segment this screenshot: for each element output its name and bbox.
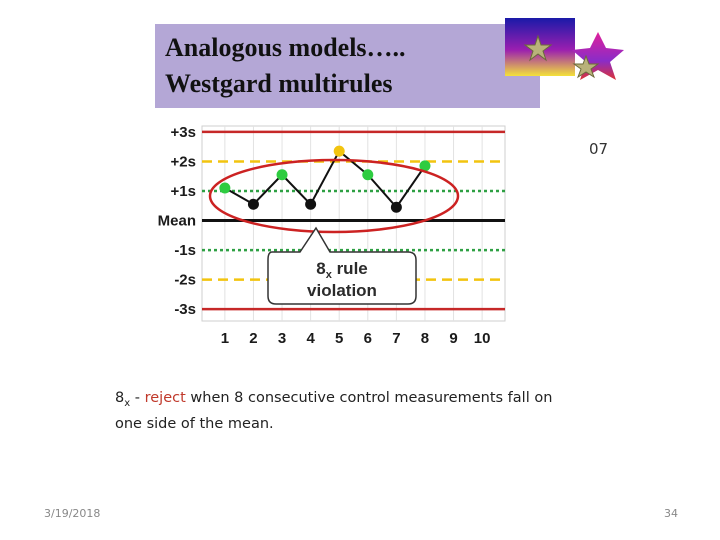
page-number: 34 (664, 507, 678, 520)
x-tick-label: 3 (278, 330, 286, 347)
y-tick-label: +1s (171, 183, 196, 200)
callout-sub: x (326, 269, 333, 281)
caption-text: 8x - reject when 8 consecutive control m… (115, 388, 555, 435)
x-tick-label: 8 (421, 330, 429, 347)
caption-sep: - (130, 390, 145, 406)
y-tick-labels: +3s +2s +1s Mean -1s -2s -3s (158, 124, 196, 318)
caption-reject: reject (144, 390, 186, 406)
footer-date: 3/19/2018 (44, 507, 101, 520)
y-tick-label: -2s (174, 272, 196, 289)
violation-ellipse (208, 158, 460, 234)
slide-title-line1: Analogous models….. (165, 33, 406, 62)
data-point (362, 169, 374, 181)
x-tick-label: 10 (474, 330, 491, 347)
slide-title-line2: Westgard multirules (165, 69, 393, 98)
data-point (247, 198, 259, 210)
data-point (219, 182, 231, 194)
x-tick-label: 7 (392, 330, 400, 347)
callout-rule: rule (332, 259, 368, 278)
callout-box (267, 226, 417, 305)
y-tick-label: -1s (174, 242, 196, 259)
y-tick-label: Mean (158, 213, 196, 230)
y-tick-label: +3s (171, 124, 196, 141)
x-tick-labels: 1 2 3 4 5 6 7 8 9 10 (221, 330, 491, 347)
data-point (276, 169, 288, 181)
star-decoration-icon (505, 18, 624, 80)
data-point (390, 201, 402, 213)
data-point (333, 145, 345, 157)
x-tick-label: 5 (335, 330, 343, 347)
series-1 (219, 145, 431, 213)
data-point (305, 198, 317, 210)
data-point (419, 160, 431, 172)
x-tick-label: 9 (449, 330, 457, 347)
caption-rest: when 8 consecutive control measurements … (115, 390, 553, 432)
y-tick-label: -3s (174, 301, 196, 318)
x-tick-label: 2 (249, 330, 257, 347)
caption-subscript: x (124, 397, 131, 409)
callout-line1: 8x rule (316, 259, 368, 281)
star-icon-2 (572, 54, 600, 79)
series-line (224, 149, 426, 209)
star-icon-1 (523, 34, 553, 62)
x-tick-label: 4 (306, 330, 315, 347)
y-tick-label: +2s (171, 153, 196, 170)
callout-line2: violation (307, 281, 377, 300)
violation-callout: 8x rule violation (267, 226, 417, 305)
slide-code-label: 07 (589, 140, 609, 158)
slide-title-box: Analogous models….. Westgard multirules (155, 24, 540, 108)
callout-sym: 8 (316, 259, 325, 278)
caption-symbol: 8 (115, 390, 125, 406)
x-tick-label: 1 (221, 330, 229, 347)
x-tick-label: 6 (364, 330, 372, 347)
